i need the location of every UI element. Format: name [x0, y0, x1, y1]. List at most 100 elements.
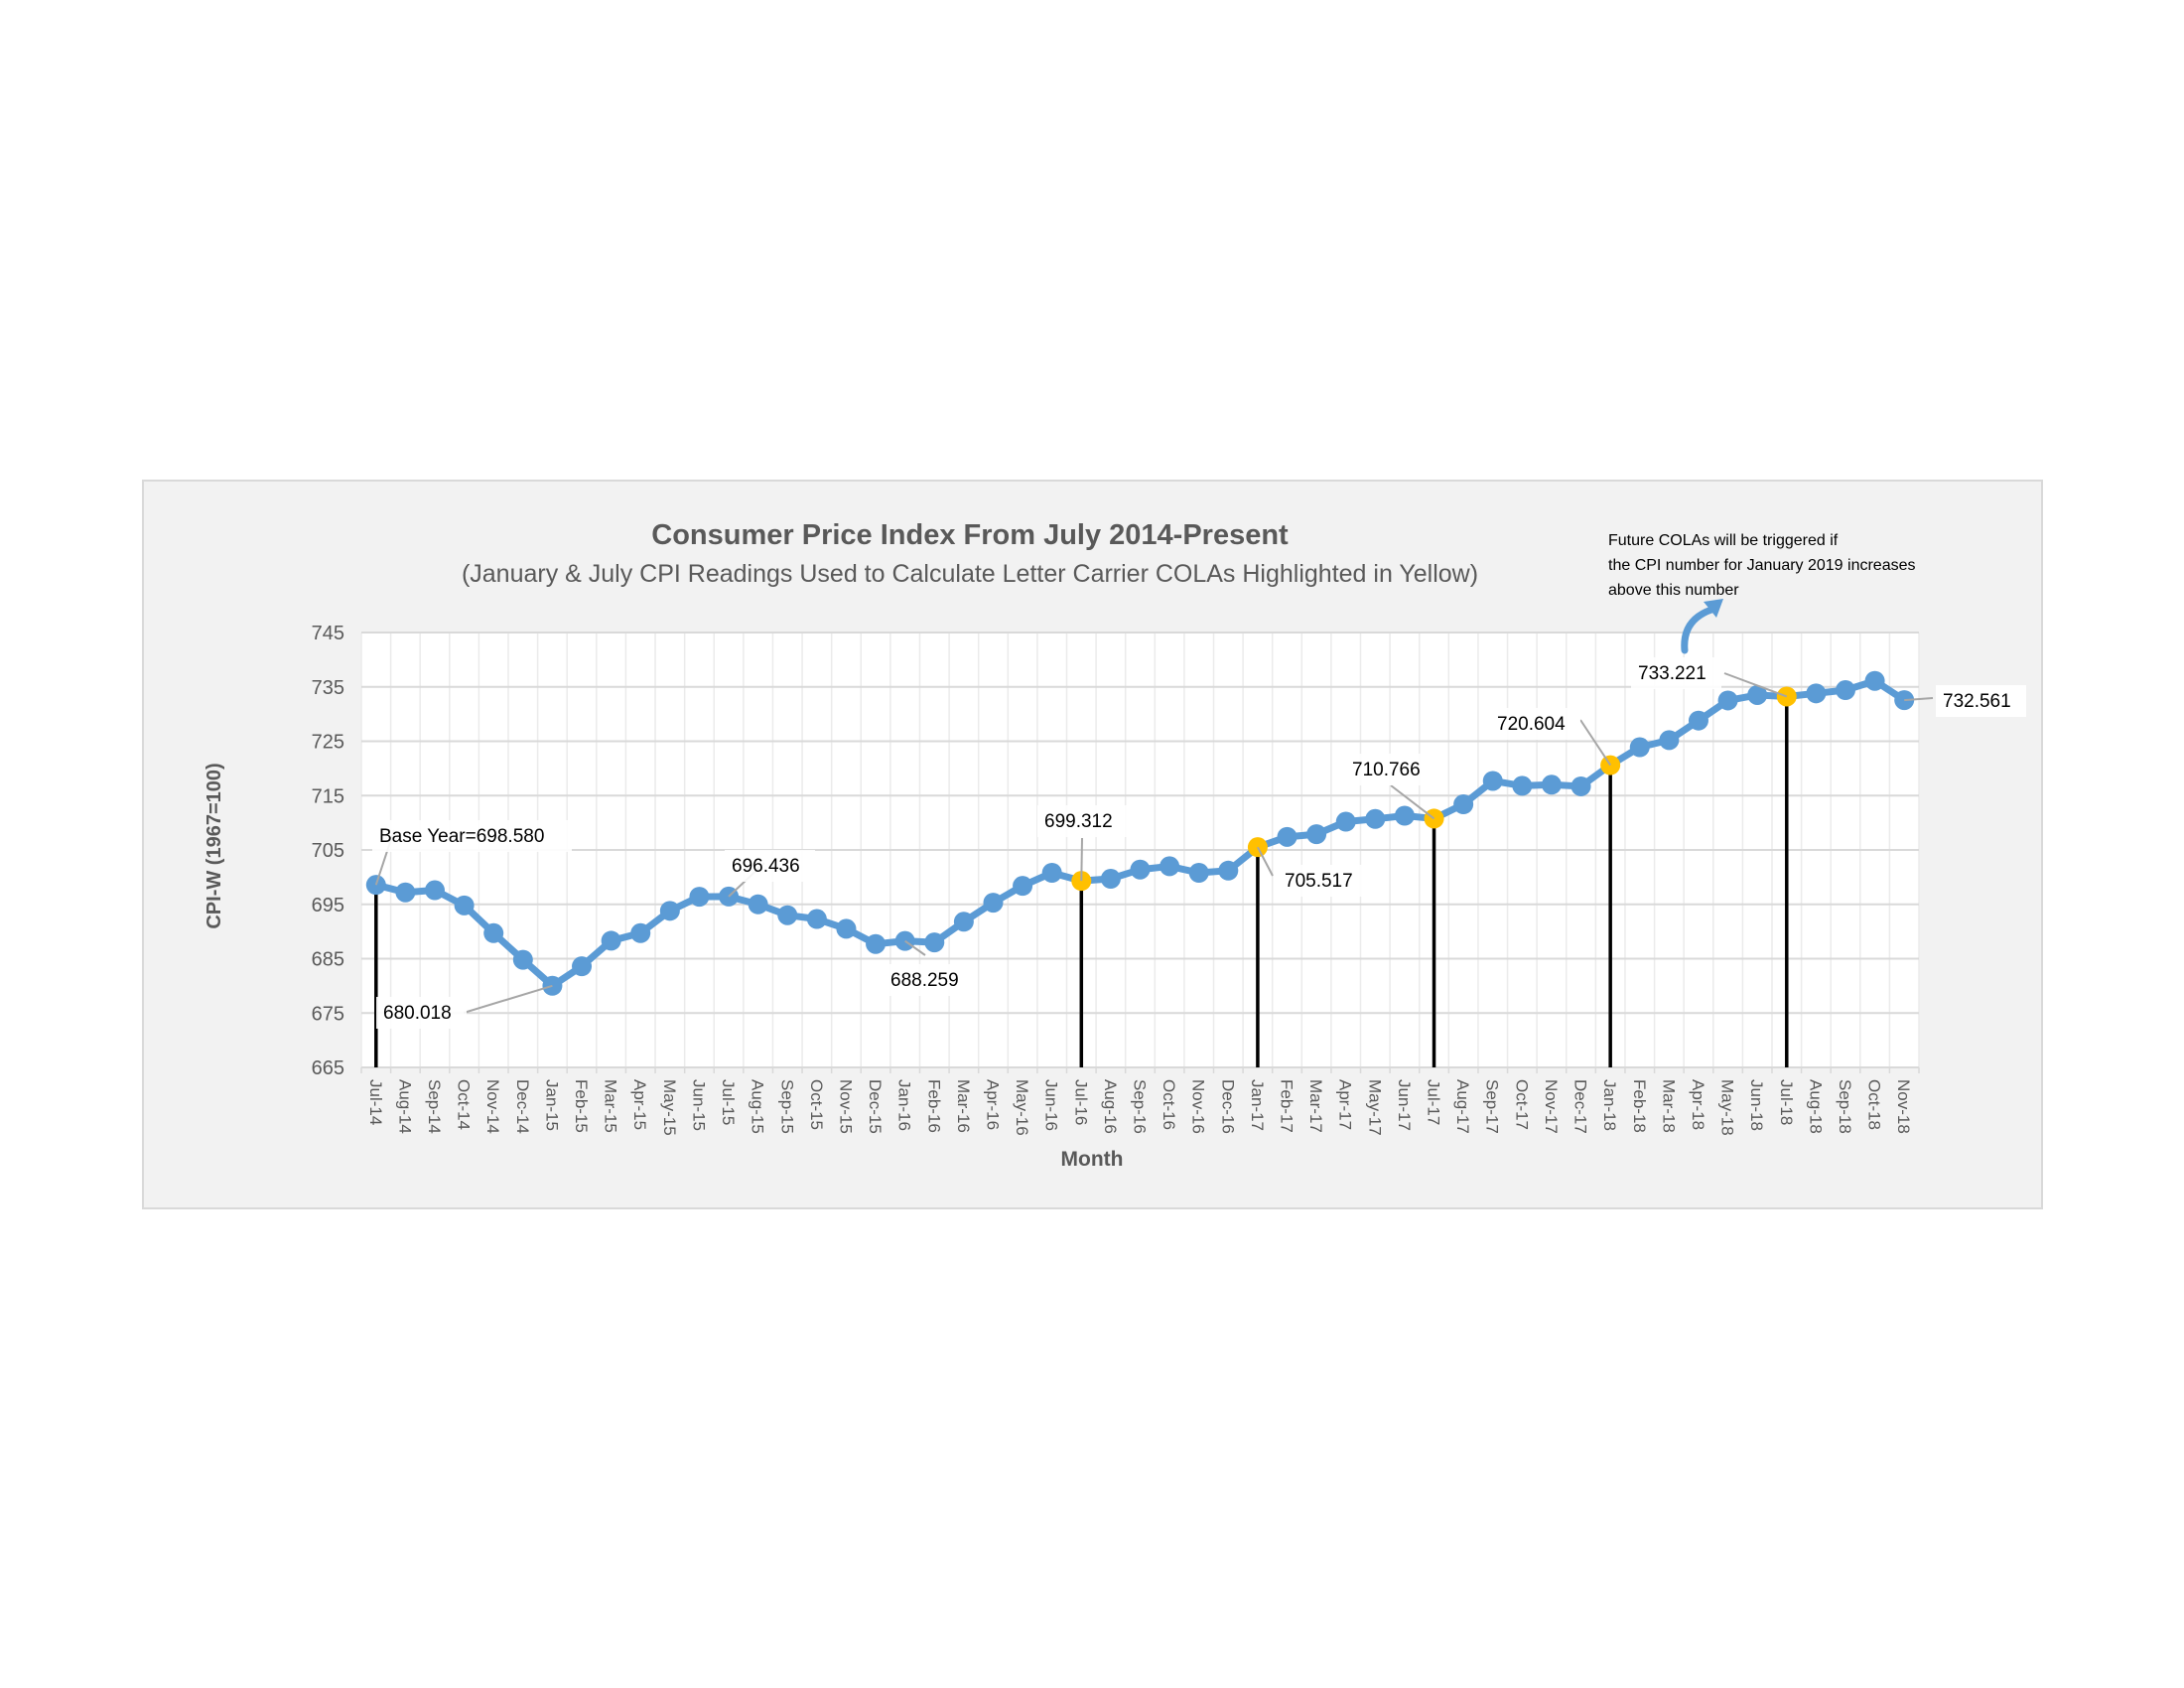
y-tick-label: 725 [312, 732, 344, 754]
data-point [1306, 824, 1327, 845]
plot-grid [360, 632, 1920, 1073]
x-tick-label: Dec-14 [513, 1079, 532, 1134]
data-point [601, 930, 621, 951]
x-tick-label: Sep-15 [777, 1079, 796, 1134]
data-point [512, 949, 533, 970]
x-tick-label: Nov-15 [836, 1079, 855, 1134]
data-point [1218, 860, 1239, 881]
future-cola-note: Future COLAs will be triggered if the CP… [1608, 532, 1916, 654]
data-point [1100, 869, 1121, 890]
x-tick-label: May-17 [1365, 1079, 1384, 1136]
data-label: 699.312 [1044, 811, 1113, 832]
data-point [1160, 856, 1180, 877]
chart-subtitle: (January & July CPI Readings Used to Cal… [462, 560, 1478, 588]
data-point [659, 901, 680, 921]
x-tick-label: Feb-16 [924, 1079, 943, 1133]
data-point [953, 912, 974, 932]
x-tick-label: Apr-18 [1689, 1079, 1707, 1130]
y-tick-label: 715 [312, 785, 344, 807]
x-tick-label: Sep-18 [1836, 1079, 1854, 1134]
data-point [689, 887, 710, 908]
x-tick-label: Dec-17 [1571, 1079, 1590, 1134]
x-tick-label: Sep-16 [1131, 1079, 1150, 1134]
x-tick-label: Apr-15 [630, 1079, 649, 1130]
data-point [1806, 683, 1827, 704]
x-tick-label: Aug-14 [395, 1079, 414, 1134]
y-tick-label: 685 [312, 949, 344, 971]
x-tick-label: Oct-17 [1512, 1079, 1531, 1130]
x-tick-label: Jul-15 [719, 1079, 738, 1125]
x-axis-title: Month [1061, 1148, 1124, 1171]
x-tick-label: May-18 [1718, 1079, 1737, 1136]
note-line-3: above this number [1608, 582, 1739, 599]
x-tick-label: Sep-17 [1483, 1079, 1502, 1134]
data-label: 710.766 [1352, 760, 1421, 780]
y-tick-label: 675 [312, 1003, 344, 1025]
data-point [1013, 876, 1033, 897]
data-label: 688.259 [890, 970, 959, 991]
y-tick-label: 695 [312, 895, 344, 916]
data-point [1688, 710, 1708, 731]
curved-up-arrow-icon [1681, 599, 1723, 654]
data-label: 680.018 [383, 1003, 452, 1024]
x-tick-label: Jan-18 [1600, 1079, 1619, 1131]
data-point [395, 882, 416, 903]
note-line-1: Future COLAs will be triggered if [1608, 532, 1839, 549]
y-tick-label: 735 [312, 677, 344, 699]
data-label: 705.517 [1285, 871, 1353, 892]
x-tick-label: Oct-14 [455, 1079, 474, 1130]
y-tick-label: 705 [312, 840, 344, 862]
x-tick-label: Aug-16 [1101, 1079, 1120, 1134]
x-tick-label: Nov-14 [483, 1079, 502, 1134]
data-label: 696.436 [732, 856, 800, 877]
y-tick-label: 665 [312, 1057, 344, 1079]
data-point [1659, 730, 1680, 751]
x-tick-label: Dec-15 [866, 1079, 885, 1134]
x-tick-label: Aug-15 [749, 1079, 767, 1134]
data-point [454, 895, 475, 915]
x-tick-label: Mar-15 [602, 1079, 620, 1133]
data-point [425, 880, 446, 901]
line-chart: Consumer Price Index From July 2014-Pres… [204, 519, 2026, 1171]
x-tick-label: Jan-16 [895, 1079, 914, 1131]
x-axis-ticks: Jul-14 Aug-14 Sep-14 Oct-14 Nov-14 Dec-14 Jan-… [366, 1079, 1913, 1136]
x-tick-label: Feb-15 [572, 1079, 591, 1133]
data-point [572, 956, 593, 977]
data-label: Base Year=698.580 [379, 826, 544, 847]
data-point [1041, 862, 1062, 883]
data-point [483, 922, 504, 943]
note-line-2: the CPI number for January 2019 increase… [1608, 557, 1916, 574]
x-tick-label: Nov-17 [1542, 1079, 1561, 1134]
data-point [1512, 775, 1533, 796]
y-tick-label: 745 [312, 623, 344, 644]
x-tick-label: Apr-16 [983, 1079, 1002, 1130]
chart-title: Consumer Price Index From July 2014-Pres… [651, 519, 1289, 551]
data-point [1394, 805, 1415, 826]
data-point [1335, 811, 1356, 832]
data-labels: Base Year=698.580 680.018 696.436 688.259 69… [372, 657, 2026, 1029]
data-point [777, 905, 798, 925]
x-tick-label: Feb-17 [1278, 1079, 1297, 1133]
data-point [983, 893, 1004, 914]
data-point [1365, 808, 1386, 829]
x-tick-label: Jan-17 [1248, 1079, 1267, 1131]
data-label: 733.221 [1638, 663, 1706, 684]
x-tick-label: Sep-14 [425, 1079, 444, 1134]
x-tick-label: Apr-17 [1336, 1079, 1355, 1130]
x-tick-label: Mar-16 [954, 1079, 973, 1133]
x-tick-label: May-16 [1013, 1079, 1031, 1136]
x-tick-label: Mar-18 [1659, 1079, 1678, 1133]
data-point [1188, 862, 1209, 883]
data-point [924, 932, 945, 953]
y-axis-title: CPI-W (1967=100) [204, 763, 225, 928]
x-tick-label: Jan-15 [542, 1079, 561, 1131]
x-tick-label: Nov-16 [1189, 1079, 1208, 1134]
x-tick-label: Jul-18 [1777, 1079, 1796, 1125]
x-tick-label: Jul-17 [1425, 1079, 1443, 1125]
data-point [866, 933, 887, 954]
x-tick-label: Jun-15 [689, 1079, 708, 1131]
x-tick-label: Oct-16 [1160, 1079, 1178, 1130]
data-label: 720.604 [1497, 714, 1566, 735]
data-point [1130, 859, 1151, 880]
y-axis-ticks: 665 675 685 695 705 715 725 735 745 [312, 623, 344, 1079]
